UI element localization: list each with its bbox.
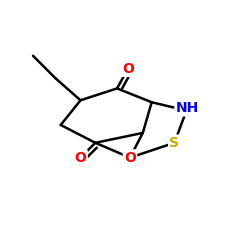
- Text: S: S: [170, 136, 179, 150]
- Text: O: O: [124, 151, 136, 165]
- Text: NH: NH: [176, 101, 199, 115]
- Text: O: O: [122, 62, 134, 76]
- Text: O: O: [74, 151, 86, 165]
